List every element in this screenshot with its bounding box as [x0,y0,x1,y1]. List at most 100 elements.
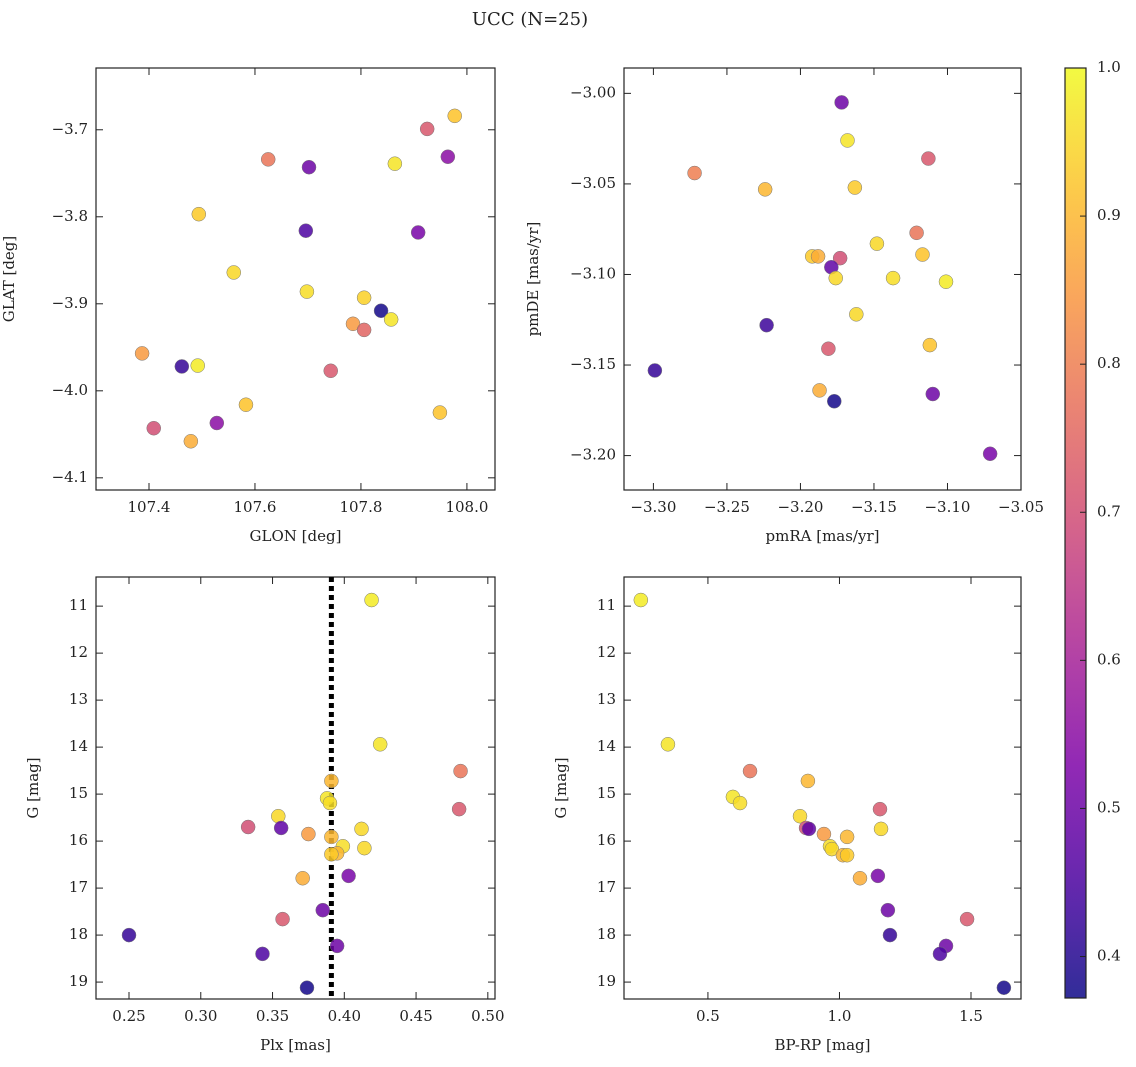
point [387,156,403,171]
point [742,763,758,779]
x-tick-label: −3.15 [851,498,897,516]
point [839,847,855,863]
point [238,397,254,412]
point [660,737,676,752]
plot-frame [95,67,496,491]
y-axis-label: pmDE [mas/yr] [524,222,542,337]
x-tick-label: 0.50 [471,1007,504,1025]
point [298,223,314,238]
point [226,265,242,280]
point [324,847,339,862]
y-tick-label: 18 [597,925,616,943]
point [921,151,936,166]
x-tick-label: −3.10 [924,498,970,516]
point [759,317,774,333]
point [792,808,808,824]
point [275,911,290,927]
x-tick-label: −3.30 [630,498,676,516]
point [882,927,898,943]
y-axis-label: G [mag] [552,757,570,818]
x-axis-label: Plx [mas] [260,1036,331,1054]
point [301,826,316,842]
point [687,165,702,181]
y-tick-label: 14 [597,737,616,755]
point [915,247,930,262]
x-axis-label: pmRA [mas/yr] [766,527,880,545]
x-tick-label: 0.30 [184,1007,217,1025]
point [121,927,137,943]
point [295,870,310,886]
colorbar-tick-label: 0.8 [1097,354,1121,372]
point [329,938,345,954]
point [451,801,467,817]
point [847,180,863,195]
point [909,225,924,241]
point [885,270,901,286]
figure-title: UCC (N=25) [472,9,588,30]
point [840,133,855,148]
colorbar-tick-label: 0.4 [1097,947,1121,965]
y-tick-label: 16 [69,831,88,849]
y-axis-label: GLAT [deg] [0,236,18,323]
y-tick-label: 17 [69,878,88,896]
point [633,592,649,608]
point [146,420,162,436]
point [357,840,372,856]
y-tick-label: −3.7 [52,120,88,138]
y-tick-label: 19 [69,972,88,990]
point [383,312,399,327]
point [440,149,456,165]
y-tick-label: 13 [69,690,88,708]
plot-frame [95,576,496,1000]
point [647,363,663,378]
x-tick-label: −3.20 [777,498,823,516]
y-tick-label: −3.10 [570,264,616,282]
point [880,902,896,918]
point [959,911,975,927]
point [872,801,888,817]
point [447,108,462,124]
point [800,773,816,789]
x-tick-label: −3.05 [998,498,1044,516]
point [828,270,843,286]
colorbar-tick-label: 0.6 [1097,650,1121,668]
colorbar-tick-label: 1.0 [1097,58,1121,76]
point [273,820,289,836]
point [183,434,199,449]
y-axis-label: G [mag] [24,757,42,818]
colorbar [1064,67,1087,999]
x-tick-label: 108.0 [445,498,488,516]
y-tick-label: 13 [597,690,616,708]
point [821,341,836,356]
point [322,795,338,811]
point [354,821,369,837]
y-tick-label: 19 [597,972,616,990]
x-tick-label: 0.45 [399,1007,432,1025]
point [190,358,205,373]
point [839,829,855,845]
point [299,980,315,995]
x-tick-label: 107.8 [339,498,382,516]
point [410,225,426,240]
point [810,249,826,264]
point [364,592,379,608]
point [372,737,388,752]
point [174,359,190,374]
point [816,826,832,842]
x-tick-label: 0.35 [256,1007,289,1025]
y-tick-label: 18 [69,925,88,943]
point [323,363,338,379]
point [453,763,468,779]
point [345,316,361,332]
plot-frame [623,576,1022,1000]
y-tick-label: −3.8 [52,207,88,225]
point [191,206,207,222]
x-tick-label: −3.25 [704,498,750,516]
y-tick-label: −3.9 [52,294,88,312]
y-tick-label: 15 [69,784,88,802]
point [356,322,372,338]
y-tick-label: 15 [597,784,616,802]
point [932,946,948,962]
point [834,95,849,110]
